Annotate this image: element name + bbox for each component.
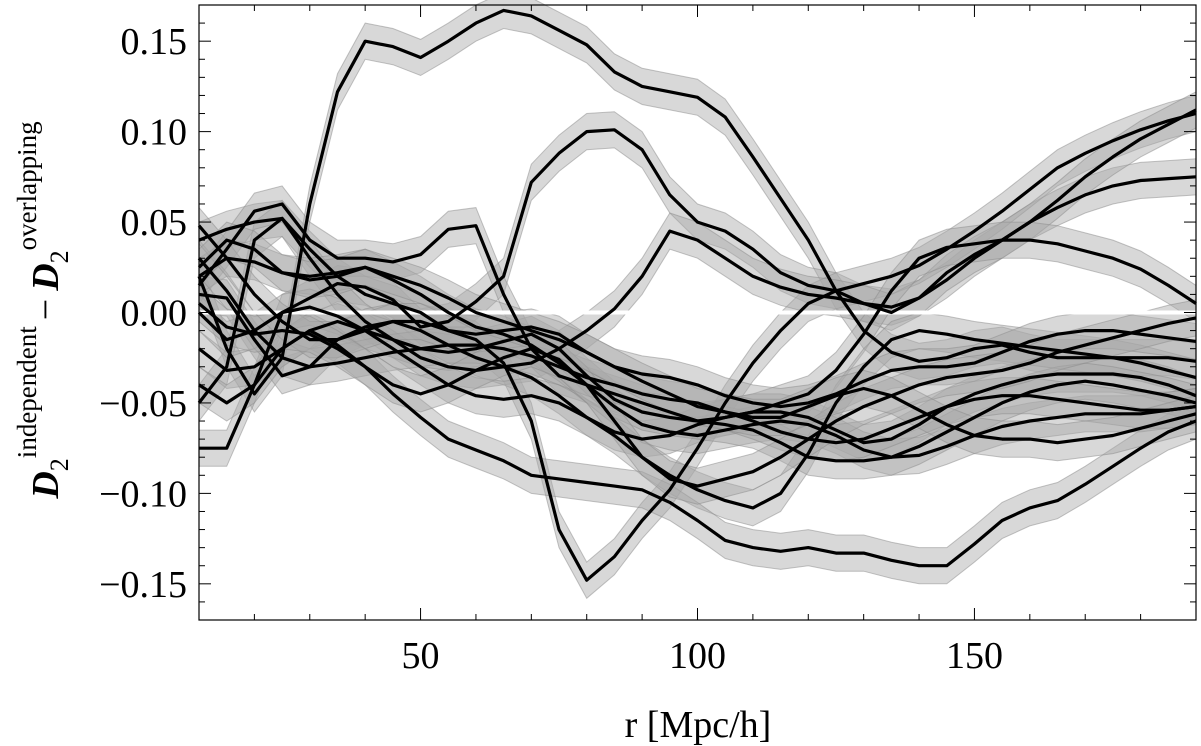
x-tick-label: 50 [402,635,440,677]
x-axis-label: r [Mpc/h] [625,704,772,746]
svg-text:D2independent−D2overlapping: D2independent−D2overlapping [12,121,74,499]
series-line-12 [197,224,1197,409]
y-axis-label: D2independent−D2overlapping [12,121,74,499]
series-line-6 [198,292,1197,445]
series-line-13 [197,302,1197,488]
series-line-4 [197,108,1197,404]
series-line-3 [198,111,1197,582]
y-tick-label: 0.10 [121,112,188,154]
y-tick-label: 0.00 [121,293,188,335]
series-line-11 [197,257,1197,445]
y-tick-label: −0.10 [99,473,187,515]
y-label-sub-left: 2 [45,458,74,471]
y-label-main-left: D [25,471,67,499]
uncertainty-bands [198,0,1197,600]
y-tick-label: 0.05 [121,202,188,244]
x-tick-label: 100 [669,635,726,677]
series-lines [197,8,1197,582]
axis-tick-labels: 50 100 150 −0.15 −0.10 −0.05 0.00 0.05 0.10 0.15 [99,21,1003,677]
y-label-sup-left: independent [12,326,42,458]
axis-ticks [199,5,1196,620]
x-tick-label: 150 [946,635,1003,677]
y-tick-label: 0.15 [121,21,188,63]
series-line-14 [197,238,1197,445]
series-line-1 [197,8,1197,396]
y-tick-label: −0.15 [99,564,187,606]
y-tick-label: −0.05 [99,383,187,425]
y-label-minus: − [25,299,67,320]
y-label-main-right: D [25,263,67,291]
y-label-sub-right: 2 [45,250,74,263]
y-label-sup-right: overlapping [12,121,42,250]
